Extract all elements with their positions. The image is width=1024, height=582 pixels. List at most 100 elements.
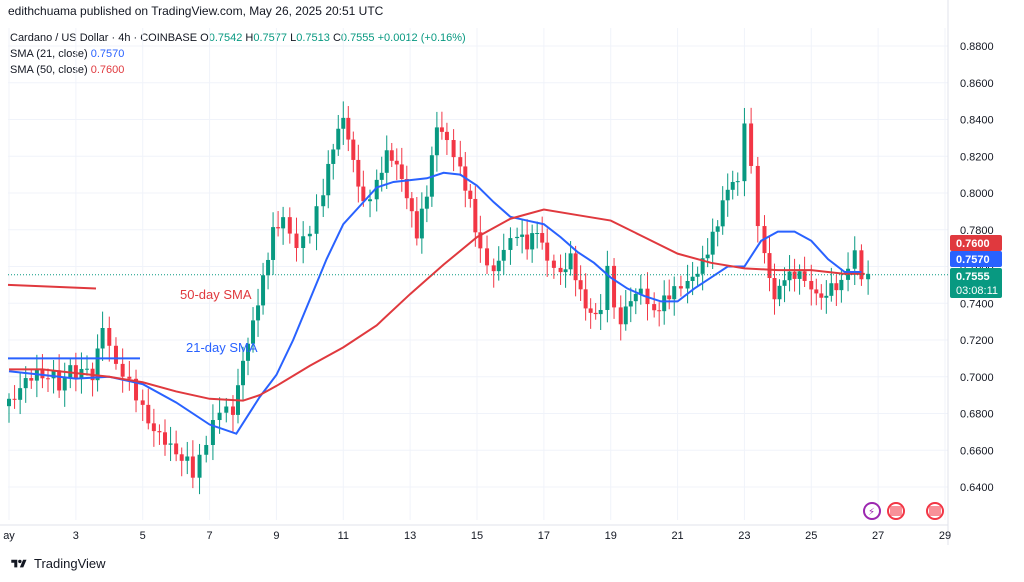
candle-body [458,157,463,167]
sma50-line [9,208,865,402]
lightning-glyph: ⚡ [868,507,875,518]
candle-body [95,348,100,381]
event-icons: ⚡ [863,502,944,520]
candle-body [301,236,306,249]
candle-body [107,327,112,346]
candle-body [404,178,409,199]
y-tick-label: 0.7800 [960,225,994,237]
candle-body [271,227,276,260]
sma50-badge-text: 0.7600 [956,238,990,250]
candle-body [331,149,336,164]
tradingview-logo-icon [11,559,27,567]
candle-body [336,128,341,150]
last-price-badge [950,268,1002,298]
candle-body [368,199,373,202]
candle-body [515,236,520,239]
candle-body [767,253,772,279]
legend-sma21-row[interactable]: SMA (21, close) 0.7570 [10,46,466,62]
time-axis: ay 3 5 7 9 11 13 15 17 19 21 23 25 27 29 [0,524,951,542]
legend-sma50-row[interactable]: SMA (50, close) 0.7600 [10,62,466,78]
candle-body [797,271,802,279]
high-label: H [245,32,254,44]
candle-body [361,186,366,202]
candle-body [151,423,156,432]
candle-body [276,227,281,229]
candle-body [802,271,807,281]
candle-body [782,280,787,286]
y-tick-label: 0.8800 [960,41,994,53]
candle-body [57,370,62,391]
candle-body [384,150,389,173]
candle-body [210,420,215,445]
candle-body [583,289,588,309]
candle-body [12,398,17,400]
candle-body [163,432,167,445]
candle-body [501,249,506,261]
candle-body [715,226,720,232]
candle-body [540,233,545,243]
y-tick-label: 0.8200 [960,151,994,163]
y-tick-label: 0.6400 [960,482,994,494]
symbol-name[interactable]: Cardano / US Dollar · 4h · COINBASE [10,32,198,44]
candle-body [256,305,261,321]
footer: TradingView [10,556,106,571]
candle-body [623,306,628,325]
candle-body [700,258,705,274]
candle-body [809,280,814,290]
candle-body [787,271,792,281]
low-value: 0.7513 [296,32,330,44]
x-tick-label: 9 [273,530,279,542]
candle-body [593,312,598,315]
candles [7,101,871,495]
candle-body [146,404,151,424]
chart-legend: Cardano / US Dollar · 4h · COINBASE O0.7… [10,30,466,78]
footer-brand[interactable]: TradingView [34,556,106,571]
candle-body [657,310,662,312]
candle-body [705,254,710,259]
candle-body [134,378,139,401]
candle-body [68,365,73,378]
close-label: C [332,32,341,44]
candle-body [588,308,593,313]
candle-body [444,131,449,141]
candle-body [266,259,271,276]
candle-body [394,160,399,165]
candle-body [578,280,583,290]
candle-body [321,195,326,207]
x-tick-label: 21 [671,530,683,542]
candle-body [612,265,617,308]
candle-body [468,190,473,199]
candle-body [628,301,633,307]
sma21-annotation: 21-day SMA [186,340,258,355]
candle-body [690,276,695,281]
candle-body [852,250,857,269]
candle-body [829,283,834,296]
candle-body [351,139,356,160]
candle-body [341,117,346,129]
sma21-badge [950,251,1002,267]
candle-body [379,172,384,180]
candle-body [545,242,550,261]
last-price-badge-countdown: 03:08:11 [956,285,998,297]
candle-body [777,285,782,300]
candle-body [113,345,118,364]
y-tick-label: 0.8600 [960,78,994,90]
candle-body [439,127,444,132]
candle-body [197,454,202,478]
candle-body [409,198,414,212]
x-tick-label: 5 [140,530,146,542]
candle-body [485,248,490,266]
candle-body [157,431,162,433]
candle-body [190,456,195,478]
open-value: 0.7542 [208,32,243,44]
sma21-badge-text: 0.7570 [956,254,990,266]
x-tick-label: 11 [338,530,349,542]
candle-body [672,286,677,300]
candle-body [520,234,525,237]
candle-body [18,388,23,400]
candle-body [834,283,839,291]
candle-body [346,117,351,140]
candle-body [814,289,819,294]
candle-body [356,159,361,187]
